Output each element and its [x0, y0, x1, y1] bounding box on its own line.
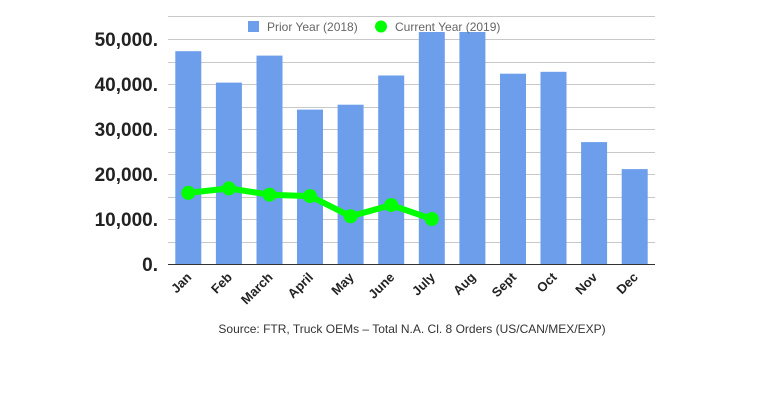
x-tick-label: Oct [534, 269, 560, 295]
x-tick-label: Dec [613, 270, 640, 297]
x-tick-label: June [365, 270, 397, 302]
point-april [303, 189, 317, 204]
bar-june [378, 75, 405, 264]
legend-label-prior-year: Prior Year (2018) [267, 20, 358, 34]
bar-april [297, 109, 323, 264]
bar-jan [175, 51, 202, 265]
bar-sept [500, 73, 526, 264]
x-tick-label: March [238, 269, 276, 307]
point-june [384, 198, 399, 213]
x-tick-label: April [285, 270, 317, 302]
x-axis: Jan Feb March April May June July Aug Sept Oct Nov… [168, 264, 655, 307]
x-tick-label: July [409, 269, 439, 299]
bar-nov [581, 142, 608, 264]
source-note: Source: FTR, Truck OEMs – Total N.A. Cl.… [218, 322, 605, 336]
y-tick-label: 50,000. [95, 30, 158, 51]
line-current-year [181, 181, 439, 226]
point-feb [221, 181, 236, 196]
bar-feb [215, 82, 242, 264]
x-tick-label: Sept [489, 269, 520, 300]
bar-may [337, 104, 364, 264]
bars-prior-year [175, 32, 648, 265]
y-axis: 0. 10,000. 20,000. 30,000. 40,000. 50,000. [95, 30, 158, 276]
y-tick-label: 20,000. [95, 165, 158, 186]
x-tick-label: Feb [208, 269, 235, 296]
legend: Prior Year (2018) Current Year (2019) [248, 20, 500, 34]
x-tick-label: Nov [572, 269, 601, 298]
point-jan [181, 185, 196, 200]
bar-oct [540, 71, 567, 264]
x-tick-label: Jan [168, 269, 194, 295]
x-tick-label: May [328, 269, 357, 298]
y-tick-label: 40,000. [95, 75, 158, 96]
bar-dec [621, 169, 648, 264]
bar-aug [459, 32, 486, 264]
y-tick-label: 0. [142, 255, 158, 276]
y-tick-label: 10,000. [95, 210, 158, 231]
x-tick-label: Aug [450, 269, 479, 298]
gridlines [168, 16, 655, 265]
legend-label-current-year: Current Year (2019) [395, 20, 500, 34]
point-march [262, 187, 277, 202]
point-may [343, 209, 358, 224]
y-tick-label: 30,000. [95, 120, 158, 141]
legend-marker-current-year [375, 20, 387, 33]
bar-july [418, 32, 445, 264]
point-july [424, 212, 439, 226]
bar-march [256, 55, 283, 264]
legend-swatch-prior-year [248, 21, 259, 32]
